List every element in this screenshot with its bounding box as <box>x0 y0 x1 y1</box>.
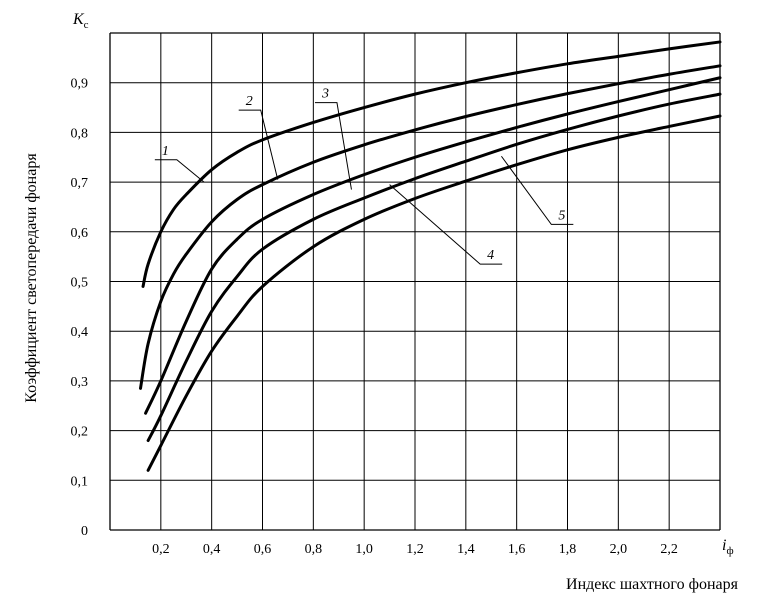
tick-labels: 0,2 0,4 0,6 0,8 1,0 1,2 1,4 1,6 1,8 2,0 2,2 0 0,1 0,2… <box>71 77 678 557</box>
grid <box>109 32 721 531</box>
curve-leader-line-3 <box>314 102 352 190</box>
series-line-5 <box>146 114 722 472</box>
x-tick-label: 1,0 <box>355 542 373 557</box>
curve-label-3: 3 <box>321 87 329 102</box>
x-axis-symbol-sub: ф <box>726 545 733 557</box>
curve-label-4: 4 <box>487 248 494 263</box>
curve-labels: 1 2 3 4 5 <box>154 87 574 265</box>
series-line-1 <box>141 40 722 288</box>
series-line-2 <box>139 64 722 390</box>
y-tick-label: 0,1 <box>71 474 89 489</box>
y-tick-label: 0,7 <box>71 176 89 191</box>
y-tick-label: 0,4 <box>71 325 89 340</box>
series-line-3 <box>144 76 722 415</box>
y-axis-title: Коэффициент светопередачи фонаря <box>23 153 40 403</box>
x-axis-symbol-main: i <box>722 537 726 554</box>
y-axis-symbol-sub: с <box>84 19 89 31</box>
x-tick-label: 1,2 <box>406 542 424 557</box>
x-tick-label: 2,2 <box>660 542 678 557</box>
curve-leader-line-5 <box>501 155 574 225</box>
x-tick-label: 0,2 <box>152 542 170 557</box>
x-axis-symbol: iф <box>722 537 734 557</box>
x-tick-label: 0,8 <box>305 542 323 557</box>
x-tick-label: 2,0 <box>610 542 628 557</box>
y-axis-symbol: Kс <box>72 11 89 31</box>
y-tick-label: 0,2 <box>71 425 89 440</box>
y-axis-symbol-main: K <box>72 11 85 28</box>
curve-leader-line-4 <box>389 184 503 265</box>
curve-label-1: 1 <box>162 144 169 159</box>
y-tick-label: 0,6 <box>71 226 89 241</box>
series-group <box>139 40 722 472</box>
curve-label-5: 5 <box>558 208 565 223</box>
curve-leader-line-1 <box>154 159 205 183</box>
curve-leader-line-2 <box>238 109 279 180</box>
y-tick-label: 0,9 <box>71 77 89 92</box>
y-tick-label: 0,8 <box>71 126 89 141</box>
x-tick-label: 1,8 <box>559 542 577 557</box>
x-tick-label: 1,6 <box>508 542 526 557</box>
series-line-4 <box>146 92 722 443</box>
y-tick-label: 0 <box>81 524 88 539</box>
y-tick-label: 0,3 <box>71 375 89 390</box>
x-tick-label: 1,4 <box>457 542 475 557</box>
x-tick-label: 0,4 <box>203 542 221 557</box>
y-tick-label: 0,5 <box>71 276 89 291</box>
curve-label-2: 2 <box>246 94 253 109</box>
x-axis-title: Индекс шахтного фонаря <box>566 576 739 593</box>
x-tick-label: 0,6 <box>254 542 272 557</box>
